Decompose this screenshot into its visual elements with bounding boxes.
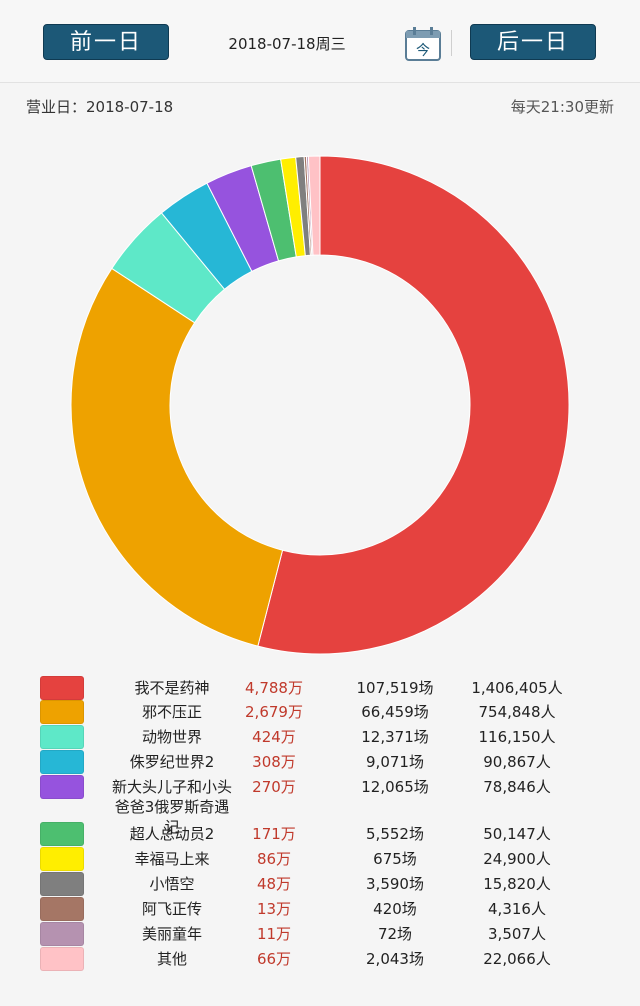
- divider: [451, 30, 452, 56]
- legend-row[interactable]: 超人总动员2 171万 5,552场 50,147人: [0, 822, 640, 846]
- movie-name: 邪不压正: [141, 703, 202, 721]
- movie-name: 其他: [156, 950, 187, 968]
- donut-slice-0[interactable]: [257, 155, 570, 655]
- legend-swatch: [40, 700, 84, 724]
- legend-swatch: [40, 872, 84, 896]
- show-count: 12,371场: [361, 728, 429, 746]
- audience-count: 22,066人: [483, 950, 551, 968]
- legend-row[interactable]: 我不是药神 4,788万 107,519场 1,406,405人: [0, 676, 640, 700]
- legend-swatch: [40, 847, 84, 871]
- box-office-revenue: 13万: [256, 900, 292, 918]
- audience-count: 754,848人: [478, 703, 556, 721]
- show-count: 66,459场: [361, 703, 429, 721]
- show-count: 5,552场: [366, 825, 424, 843]
- box-office-revenue: 4,788万: [245, 679, 303, 697]
- audience-count: 24,900人: [483, 850, 551, 868]
- audience-count: 50,147人: [483, 825, 551, 843]
- show-count: 107,519场: [356, 679, 434, 697]
- show-count: 675场: [373, 850, 417, 868]
- legend-swatch: [40, 775, 84, 799]
- donut-slice-1[interactable]: [70, 267, 284, 647]
- prev-day-button[interactable]: 前一日: [43, 24, 169, 60]
- legend-row[interactable]: 小悟空 48万 3,590场 15,820人: [0, 872, 640, 896]
- movie-name: 美丽童年: [141, 925, 202, 943]
- legend-row[interactable]: 美丽童年 11万 72场 3,507人: [0, 922, 640, 946]
- box-office-donut-chart: [70, 155, 570, 655]
- legend-row[interactable]: 新大头儿子和小头爸爸3俄罗斯奇遇记 270万 12,065场 78,846人: [0, 775, 640, 836]
- movie-name: 侏罗纪世界2: [129, 753, 215, 771]
- audience-count: 1,406,405人: [471, 679, 563, 697]
- legend-swatch: [40, 676, 84, 700]
- movie-name: 幸福马上来: [134, 850, 210, 868]
- audience-count: 78,846人: [483, 778, 551, 796]
- show-count: 3,590场: [366, 875, 424, 893]
- legend-row[interactable]: 邪不压正 2,679万 66,459场 754,848人: [0, 700, 640, 724]
- box-office-revenue: 171万: [252, 825, 296, 843]
- audience-count: 15,820人: [483, 875, 551, 893]
- box-office-revenue: 270万: [252, 778, 296, 796]
- movie-name: 我不是药神: [134, 679, 210, 697]
- box-office-revenue: 48万: [256, 875, 292, 893]
- show-count: 9,071场: [366, 753, 424, 771]
- box-office-revenue: 2,679万: [245, 703, 303, 721]
- legend-row[interactable]: 其他 66万 2,043场 22,066人: [0, 947, 640, 971]
- box-office-revenue: 66万: [256, 950, 292, 968]
- audience-count: 116,150人: [478, 728, 556, 746]
- box-office-revenue: 308万: [252, 753, 296, 771]
- business-day-label: 营业日：2018-07-18: [26, 98, 174, 116]
- show-count: 2,043场: [366, 950, 424, 968]
- legend-row[interactable]: 侏罗纪世界2 308万 9,071场 90,867人: [0, 750, 640, 774]
- movie-name: 超人总动员2: [129, 825, 215, 843]
- legend-row[interactable]: 幸福马上来 86万 675场 24,900人: [0, 847, 640, 871]
- box-office-revenue: 11万: [256, 925, 292, 943]
- audience-count: 90,867人: [483, 753, 551, 771]
- update-time-label: 每天21:30更新: [510, 98, 614, 116]
- show-count: 12,065场: [361, 778, 429, 796]
- legend-swatch: [40, 750, 84, 774]
- legend-swatch: [40, 922, 84, 946]
- box-office-revenue: 86万: [256, 850, 292, 868]
- show-count: 420场: [373, 900, 417, 918]
- legend-row[interactable]: 阿飞正传 13万 420场 4,316人: [0, 897, 640, 921]
- audience-count: 4,316人: [488, 900, 546, 918]
- box-office-revenue: 424万: [252, 728, 296, 746]
- legend-swatch: [40, 725, 84, 749]
- donut-slice-10[interactable]: [307, 155, 321, 256]
- calendar-today-text: 今: [416, 43, 430, 59]
- legend-swatch: [40, 822, 84, 846]
- current-date: 2018-07-18周三: [228, 35, 346, 53]
- next-day-button[interactable]: 后一日: [470, 24, 596, 60]
- audience-count: 3,507人: [488, 925, 546, 943]
- movie-name: 小悟空: [149, 875, 195, 893]
- movie-name: 阿飞正传: [141, 900, 202, 918]
- legend-swatch: [40, 897, 84, 921]
- movie-name: 新大头儿子和小头爸爸3俄罗斯奇遇记: [112, 778, 233, 836]
- date-nav-bar: 前一日 2018-07-18周三 今 后一日: [0, 0, 640, 83]
- movie-name: 动物世界: [141, 728, 202, 746]
- calendar-today-icon[interactable]: 今: [404, 26, 442, 62]
- show-count: 72场: [377, 925, 413, 943]
- legend-row[interactable]: 动物世界 424万 12,371场 116,150人: [0, 725, 640, 749]
- legend-swatch: [40, 947, 84, 971]
